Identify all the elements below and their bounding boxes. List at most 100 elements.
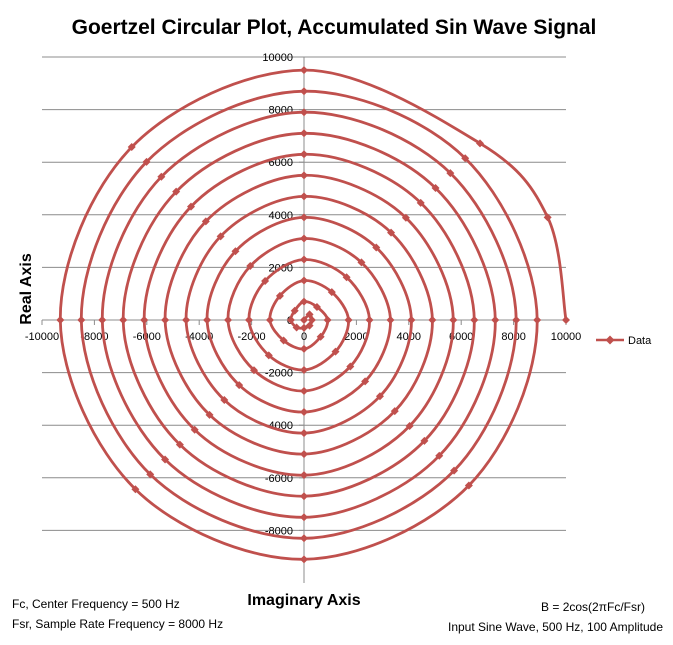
data-point-68 (300, 492, 308, 501)
data-point-76 (300, 513, 308, 522)
data-point-75 (435, 451, 444, 460)
data-point-94 (56, 316, 65, 324)
data-point-27 (346, 362, 355, 371)
x-tick-label-9: 8000 (501, 331, 525, 343)
data-point-48 (300, 192, 308, 201)
x-tick-label-0: -10000 (25, 331, 59, 343)
data-point-43 (375, 392, 384, 401)
data-point-62 (140, 316, 149, 324)
data-point-83 (450, 466, 459, 475)
data-point-31 (246, 262, 255, 271)
data-point-12 (300, 344, 308, 353)
input-signal-note: Input Sine Wave, 500 Hz, 100 Amplitude (447, 620, 663, 634)
data-point-93 (131, 485, 140, 494)
data-point-55 (201, 217, 210, 226)
data-point-46 (182, 316, 191, 324)
data-point-7 (290, 306, 299, 315)
y-tick-label-9: 10000 (262, 52, 293, 64)
x-tick-label-5: 0 (301, 331, 307, 343)
legend-marker (605, 335, 615, 345)
data-point-88 (300, 87, 308, 96)
data-point-71 (172, 187, 181, 196)
data-point-81 (446, 169, 455, 178)
data-point-54 (161, 316, 170, 324)
data-point-70 (119, 316, 128, 324)
x-tick-label-3: -4000 (185, 331, 213, 343)
data-point-15 (275, 291, 284, 300)
data-point-69 (175, 440, 184, 449)
data-point-13 (279, 336, 288, 345)
data-point-72 (300, 129, 308, 138)
data-point-0 (300, 316, 308, 324)
data-point-87 (142, 157, 151, 166)
data-point-44 (300, 429, 308, 438)
data-point-42 (407, 316, 416, 324)
data-point-49 (387, 228, 396, 237)
data-point-98 (543, 213, 552, 222)
data-point-91 (464, 481, 473, 490)
data-point-86 (77, 316, 86, 324)
data-point-4 (300, 323, 308, 332)
center-frequency-note: Fc, Center Frequency = 500 Hz (12, 597, 180, 611)
data-point-32 (300, 234, 308, 243)
data-point-21 (264, 351, 273, 360)
data-point-57 (401, 213, 410, 222)
data-point-95 (127, 143, 136, 152)
y-tick-label-3: -2000 (265, 368, 293, 380)
data-point-78 (98, 316, 107, 324)
data-point-28 (300, 387, 308, 396)
legend: Data (596, 335, 652, 347)
data-point-97 (476, 139, 485, 148)
data-point-30 (224, 316, 233, 324)
data-point-14 (265, 316, 274, 324)
data-point-51 (390, 407, 399, 416)
data-point-82 (512, 316, 521, 324)
x-tick-label-8: 6000 (449, 331, 473, 343)
data-point-79 (157, 172, 166, 181)
coefficient-note: B = 2cos(2πFc/Fsr) (541, 600, 645, 614)
data-point-74 (491, 316, 500, 324)
data-point-53 (205, 410, 214, 419)
data-point-67 (420, 436, 429, 445)
x-tick-label-1: -8000 (80, 331, 108, 343)
data-point-41 (372, 243, 381, 252)
data-point-35 (361, 377, 370, 386)
data-point-36 (300, 408, 308, 417)
data-point-16 (300, 276, 308, 285)
data-point-26 (365, 316, 374, 324)
data-point-8 (300, 297, 308, 306)
data-point-47 (216, 232, 225, 241)
data-point-73 (431, 183, 440, 192)
x-axis-title: Imaginary Axis (247, 592, 360, 609)
data-point-17 (327, 288, 336, 297)
x-tick-label-10: 10000 (551, 331, 582, 343)
data-point-92 (300, 555, 308, 564)
y-tick-label-7: 6000 (269, 157, 293, 169)
data-point-23 (261, 276, 270, 285)
data-series (56, 66, 570, 564)
data-point-59 (405, 422, 414, 431)
data-point-77 (161, 455, 170, 464)
data-point-85 (146, 470, 155, 479)
data-point-34 (386, 316, 395, 324)
data-point-60 (300, 471, 308, 480)
data-point-63 (186, 202, 195, 211)
data-point-64 (300, 150, 308, 159)
data-point-10 (323, 316, 332, 324)
data-point-20 (300, 365, 308, 374)
data-point-99 (562, 316, 570, 324)
data-point-25 (342, 273, 351, 282)
data-point-40 (300, 213, 308, 222)
data-point-66 (470, 316, 479, 324)
data-point-50 (428, 316, 437, 324)
data-point-90 (533, 316, 542, 324)
data-point-19 (331, 347, 340, 356)
data-point-56 (300, 171, 308, 180)
data-point-96 (300, 66, 308, 75)
y-axis-title: Real Axis (18, 253, 35, 325)
y-tick-label-1: -6000 (265, 473, 293, 485)
sample-rate-note: Fsr, Sample Rate Frequency = 8000 Hz (12, 617, 224, 631)
data-point-58 (449, 316, 458, 324)
x-tick-label-4: -2000 (238, 331, 266, 343)
